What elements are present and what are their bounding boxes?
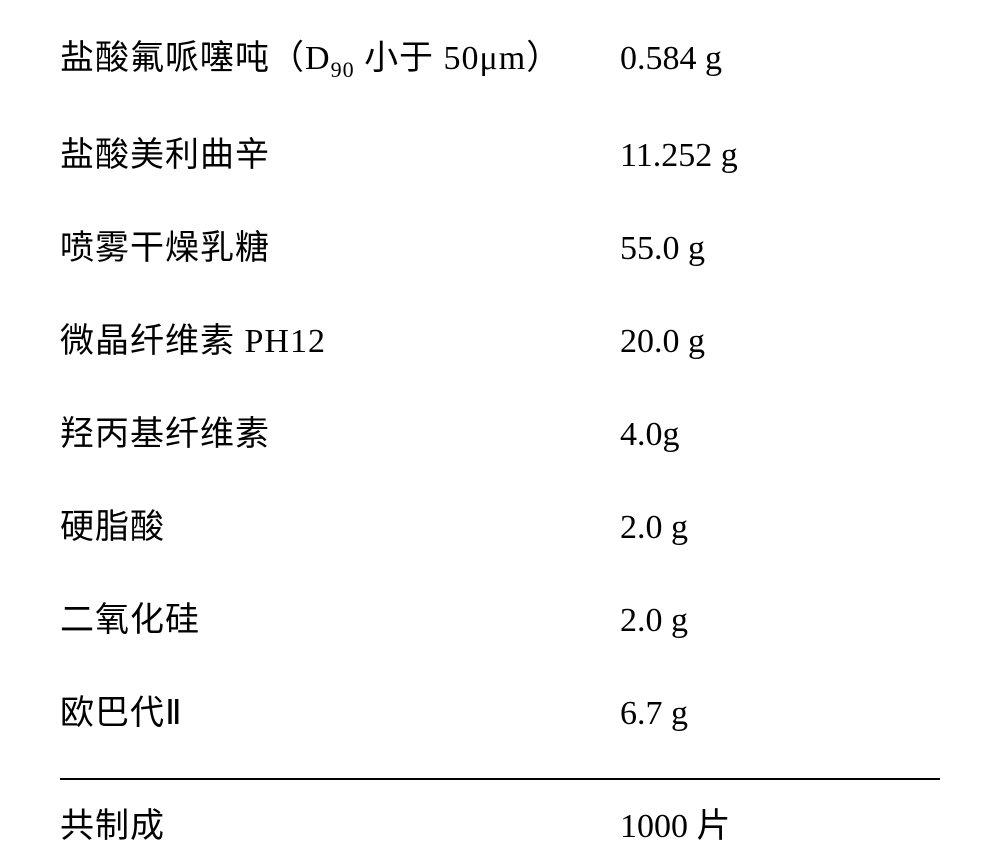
table-row: 盐酸美利曲辛 11.252 g [60,127,940,176]
table-row: 喷雾干燥乳糖 55.0 g [60,220,940,269]
total-label: 共制成 [60,798,620,847]
ingredient-name: 羟丙基纤维素 [60,406,620,455]
table-row: 欧巴代Ⅱ 6.7 g [60,685,940,734]
ingredient-amount: 2.0 g [620,509,688,547]
ingredient-name: 喷雾干燥乳糖 [60,220,620,269]
ingredient-amount: 2.0 g [620,602,688,640]
ingredient-amount: 20.0 g [620,323,705,361]
table-row: 微晶纤维素 PH12 20.0 g [60,313,940,362]
ingredient-name: 二氧化硅 [60,592,620,641]
table-row: 硬脂酸 2.0 g [60,499,940,548]
ingredient-name: 硬脂酸 [60,499,620,548]
ingredient-name: 盐酸美利曲辛 [60,127,620,176]
table-row: 二氧化硅 2.0 g [60,592,940,641]
divider-line [60,778,940,780]
table-row: 羟丙基纤维素 4.0g [60,406,940,455]
ingredient-name: 欧巴代Ⅱ [60,685,620,734]
ingredient-amount: 11.252 g [620,137,738,175]
table-row: 盐酸氟哌噻吨（D90 小于 50μm） 0.584 g [60,30,940,83]
ingredient-name: 微晶纤维素 PH12 [60,313,620,362]
ingredient-amount: 55.0 g [620,230,705,268]
ingredient-amount: 6.7 g [620,695,688,733]
ingredient-amount: 4.0g [620,416,680,454]
total-row: 共制成 1000 片 [60,798,940,847]
ingredient-amount: 0.584 g [620,40,722,78]
total-value: 1000 片 [620,798,731,847]
ingredient-name: 盐酸氟哌噻吨（D90 小于 50μm） [60,30,620,83]
formula-table: 盐酸氟哌噻吨（D90 小于 50μm） 0.584 g 盐酸美利曲辛 11.25… [60,30,940,847]
